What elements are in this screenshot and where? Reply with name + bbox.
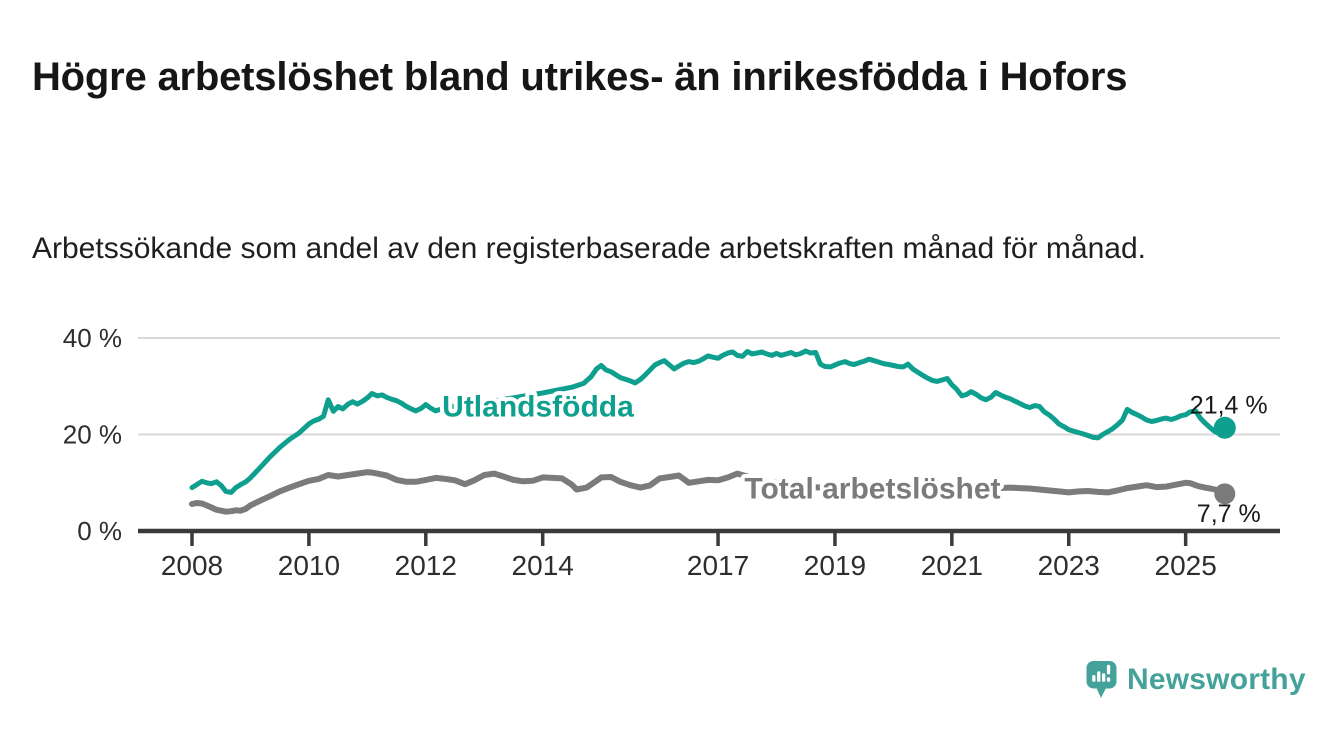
x-axis-label-2008: 2008 [161, 550, 223, 581]
y-axis-label-40: 40 % [63, 323, 122, 353]
y-axis-label-0: 0 % [77, 516, 122, 546]
newsworthy-logo: Newsworthy [1086, 660, 1306, 700]
utlandsfodda-end-dot [1213, 416, 1236, 439]
y-axis-label-20: 20 % [63, 420, 122, 450]
x-axis-label-2021: 2021 [921, 550, 983, 581]
x-axis-label-2017: 2017 [687, 550, 749, 581]
chart-subtitle: Arbetssökande som andel av den registerb… [32, 232, 1146, 265]
x-axis-label-2023: 2023 [1038, 550, 1100, 581]
newsworthy-logo-icon [1086, 661, 1117, 698]
x-axis-label-2014: 2014 [512, 550, 574, 581]
total-arbetsloshet-end-value-label: 7,7 % [1197, 500, 1261, 528]
x-axis-label-2019: 2019 [804, 550, 866, 581]
utlandsfodda-series-label: Utlandsfödda [442, 391, 634, 424]
total-arbetsloshet-series-label: Total arbetslöshet [744, 473, 1000, 506]
utlandsfodda-end-value-label: 21,4 % [1190, 392, 1268, 420]
total-arbetsloshet-line [189, 469, 1228, 515]
utlandsfodda-line [189, 348, 1228, 495]
x-axis-label-2010: 2010 [278, 550, 340, 581]
newsworthy-logo-text: Newsworthy [1127, 663, 1306, 696]
x-axis-label-2025: 2025 [1155, 550, 1217, 581]
page-title: Högre arbetslöshet bland utrikes- än inr… [32, 54, 1128, 99]
x-axis-label-2012: 2012 [395, 550, 457, 581]
total-arbetsloshet-end-dot [1214, 483, 1236, 505]
